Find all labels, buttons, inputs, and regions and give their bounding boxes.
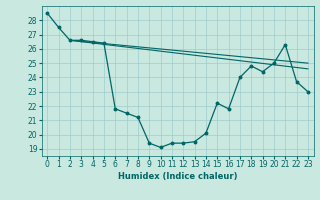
X-axis label: Humidex (Indice chaleur): Humidex (Indice chaleur): [118, 172, 237, 181]
